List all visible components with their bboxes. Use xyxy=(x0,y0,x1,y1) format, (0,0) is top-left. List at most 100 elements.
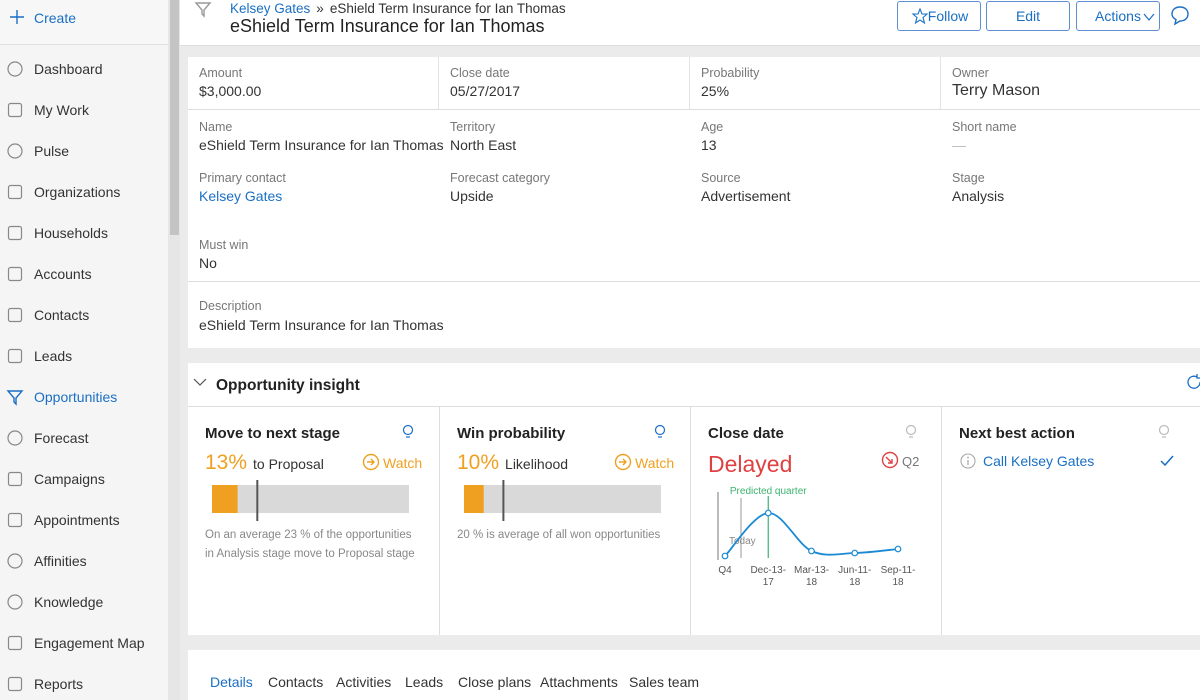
progress-track xyxy=(464,485,661,513)
icon xyxy=(7,635,23,651)
nav-label: Accounts xyxy=(34,266,92,282)
icon xyxy=(7,102,23,118)
nav-label: Dashboard xyxy=(34,61,103,77)
nav-item[interactable]: Contacts xyxy=(0,301,168,329)
nav-label: Knowledge xyxy=(34,594,104,610)
metric-value: 10% xyxy=(457,451,500,474)
field-label: Amount xyxy=(199,66,243,80)
field-value: Upside xyxy=(450,188,494,204)
icon xyxy=(7,348,23,364)
insight-card: Win probability 10% Likelihood Watch 20 % is… xyxy=(439,407,690,635)
field-value: Terry Mason xyxy=(952,82,1041,99)
nav-item[interactable]: Campaigns xyxy=(0,465,168,493)
header-button[interactable]: Actions xyxy=(1076,1,1160,31)
icon-shape xyxy=(1160,455,1174,467)
icon xyxy=(614,453,632,471)
icon-shape xyxy=(6,390,24,406)
divider xyxy=(188,109,1200,110)
comment-icon[interactable] xyxy=(1171,6,1189,26)
field-value: eShield Term Insurance for Ian Thomas xyxy=(199,137,444,153)
nav-item[interactable]: Appointments xyxy=(0,506,168,534)
icon-shape xyxy=(7,184,23,200)
icon xyxy=(402,424,414,438)
nav-item[interactable]: Knowledge xyxy=(0,588,168,616)
field-value[interactable]: Kelsey Gates xyxy=(199,188,283,204)
nav-label: Opportunities xyxy=(34,389,118,405)
icon xyxy=(1158,424,1170,438)
tab[interactable]: Activities xyxy=(336,674,392,690)
icon xyxy=(362,453,380,471)
field-label: Source xyxy=(701,171,741,185)
tab-bar: Details Contacts Activities Leads Close plan… xyxy=(188,650,1200,700)
icon-shape xyxy=(881,451,899,469)
sidebar: Create Dashboard My Work Pulse Organizations… xyxy=(0,0,168,700)
nav-item[interactable]: Affinities xyxy=(0,547,168,575)
icon xyxy=(6,390,24,406)
today-label: Today xyxy=(729,536,756,547)
create-button[interactable]: Create xyxy=(0,0,168,45)
header-button[interactable]: Edit xyxy=(986,1,1070,31)
x-tick-label: Q4 xyxy=(718,565,732,576)
field-label: Stage xyxy=(952,171,985,185)
nav-item[interactable]: Opportunities xyxy=(0,383,168,411)
nav-label: Pulse xyxy=(34,143,70,159)
nav-item[interactable]: Organizations xyxy=(0,178,168,206)
icon-shape xyxy=(1171,6,1189,26)
icon xyxy=(7,225,23,241)
icon-shape xyxy=(7,102,23,118)
icon-shape xyxy=(7,143,23,159)
column-divider xyxy=(438,57,439,109)
plus-icon xyxy=(10,10,24,24)
nav-item[interactable]: Reports xyxy=(0,670,168,698)
icon-shape xyxy=(7,307,23,323)
card-title: Move to next stage xyxy=(205,425,341,442)
close-date-chart: Today Predicted quarter Q4 Dec-13-17 Mar-13-… xyxy=(717,486,915,588)
nav-item[interactable]: Dashboard xyxy=(0,55,168,83)
field-value: Analysis xyxy=(952,188,1005,204)
watch-status[interactable]: Watch xyxy=(614,452,674,474)
tab[interactable]: Attachments xyxy=(540,674,618,690)
nav-item[interactable]: Pulse xyxy=(0,137,168,165)
icon-shape xyxy=(194,2,212,18)
breadcrumb-link[interactable]: Kelsey Gates xyxy=(230,1,311,16)
insight-header[interactable]: Opportunity insight xyxy=(188,363,1200,407)
tab[interactable]: Sales team xyxy=(629,674,700,690)
field-value: 13 xyxy=(701,137,717,153)
field-value: eShield Term Insurance for Ian Thomas xyxy=(199,317,444,333)
action-link[interactable]: Call Kelsey Gates xyxy=(959,451,1159,471)
insight-title: Opportunity insight xyxy=(216,377,360,394)
icon xyxy=(194,2,212,18)
card-title: Close date xyxy=(708,425,784,442)
icon-shape xyxy=(402,424,414,436)
nav-item[interactable]: Accounts xyxy=(0,260,168,288)
nav-item[interactable]: My Work xyxy=(0,96,168,124)
nav-label: Campaigns xyxy=(34,471,105,487)
icon-shape xyxy=(362,453,380,471)
nav-label: Contacts xyxy=(34,307,90,323)
card-metric: 10% Likelihood xyxy=(457,451,677,477)
field-value: No xyxy=(199,255,217,271)
tab[interactable]: Close plans xyxy=(458,674,532,690)
nav-item[interactable]: Households xyxy=(0,219,168,247)
progress-bar xyxy=(464,480,661,521)
icon xyxy=(905,424,917,438)
field-label: Forecast category xyxy=(450,171,551,185)
nav-label: Leads xyxy=(34,348,73,364)
tab[interactable]: Leads xyxy=(405,674,444,690)
metric-target: Likelihood xyxy=(505,456,569,472)
header-button[interactable]: Follow xyxy=(897,1,981,31)
nav-item[interactable]: Leads xyxy=(0,342,168,370)
tab[interactable]: Contacts xyxy=(268,674,324,690)
nav-item[interactable]: Engagement Map xyxy=(0,629,168,657)
field-value: 25% xyxy=(701,83,730,99)
icon xyxy=(7,61,23,77)
tab[interactable]: Details xyxy=(210,674,253,690)
field-value: 05/27/2017 xyxy=(450,83,521,99)
icon-shape xyxy=(10,10,24,24)
nav-item[interactable]: Forecast xyxy=(0,424,168,452)
icon xyxy=(1160,455,1174,467)
icon-shape xyxy=(654,424,666,436)
watch-status[interactable]: Watch xyxy=(362,452,422,474)
refresh-icon[interactable] xyxy=(1186,374,1200,390)
icon xyxy=(7,143,23,159)
